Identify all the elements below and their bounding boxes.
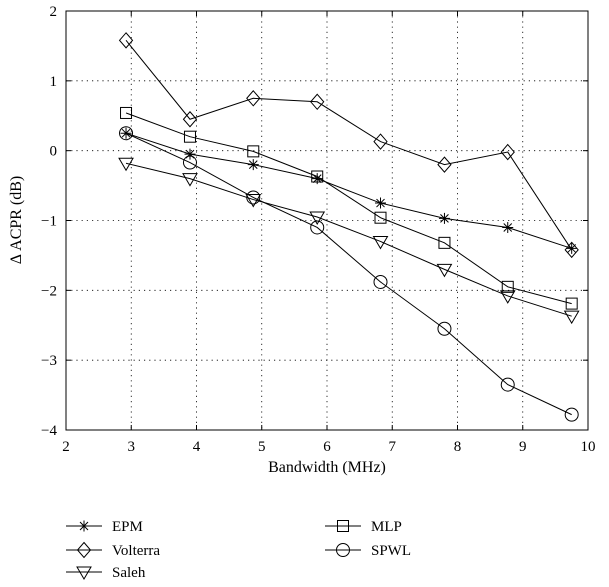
legend-marker-volterra <box>76 541 92 559</box>
legend-label: Volterra <box>112 543 160 559</box>
y-tick-label: 0 <box>50 144 58 160</box>
x-tick-label: 3 <box>128 439 136 455</box>
legend-label: Saleh <box>112 565 146 581</box>
legend-label: EPM <box>112 519 143 535</box>
data-point-saleh <box>182 173 198 187</box>
y-tick-label: −4 <box>41 423 57 439</box>
x-axis-title: Bandwidth (MHz) <box>268 459 386 476</box>
y-axis-title: Δ ACPR (dB) <box>8 176 25 265</box>
data-point-volterra <box>373 133 388 150</box>
data-point-spwl <box>500 377 515 392</box>
data-point-volterra <box>118 32 134 49</box>
data-point-saleh <box>372 235 389 250</box>
data-point-saleh <box>245 194 262 208</box>
legend-item-volterra: Volterra <box>66 541 160 559</box>
series-epm <box>120 127 578 254</box>
series-saleh <box>118 157 580 325</box>
y-tick-label: −2 <box>41 283 57 299</box>
data-point-epm <box>566 242 578 254</box>
data-point-spwl <box>182 155 197 170</box>
data-point-saleh <box>118 157 134 172</box>
x-tick-label: 8 <box>454 439 462 455</box>
series-line-volterra <box>125 40 573 251</box>
data-point-epm <box>502 221 514 233</box>
series-spwl <box>119 126 579 422</box>
data-point-mlp <box>501 280 514 293</box>
data-point-saleh <box>309 211 326 226</box>
axis-ticks: 2 3 4 5 6 7 8 9 10 −4 −3 −2 −1 0 1 2 <box>41 4 595 455</box>
legend-item-mlp: MLP <box>325 519 402 535</box>
data-point-volterra <box>310 93 325 111</box>
data-point-volterra <box>246 90 261 107</box>
data-point-mlp <box>374 211 387 224</box>
x-tick-label: 10 <box>581 439 596 455</box>
data-point-epm <box>247 159 259 171</box>
data-point-saleh <box>436 263 453 278</box>
y-tick-label: 1 <box>50 74 58 90</box>
data-point-epm <box>438 212 450 224</box>
data-point-epm <box>120 127 132 139</box>
series-volterra <box>118 32 579 259</box>
legend-marker-saleh <box>76 566 92 580</box>
legend-marker-mlp <box>337 520 349 532</box>
x-tick-label: 6 <box>323 439 331 455</box>
x-tick-label: 5 <box>258 439 266 455</box>
data-point-mlp <box>311 170 324 183</box>
data-point-epm <box>311 173 323 185</box>
series-mlp <box>120 106 578 310</box>
data-point-volterra <box>182 110 198 128</box>
legend-item-epm: EPM <box>66 519 143 535</box>
series-line-spwl <box>125 132 572 416</box>
data-point-epm <box>184 148 196 160</box>
series-layer <box>118 32 580 422</box>
series-line-mlp <box>125 112 572 305</box>
y-tick-label: 2 <box>50 4 58 20</box>
y-tick-label: −3 <box>41 353 57 369</box>
data-point-volterra <box>500 143 515 161</box>
legend-marker-spwl <box>336 543 350 557</box>
data-point-spwl <box>246 190 261 205</box>
data-point-spwl <box>310 220 325 235</box>
y-tick-label: −1 <box>41 214 57 230</box>
data-point-spwl <box>564 407 579 422</box>
data-point-spwl <box>437 321 452 336</box>
legend-marker-epm <box>78 520 90 532</box>
legend-item-spwl: SPWL <box>325 543 411 559</box>
data-point-epm <box>375 197 387 209</box>
series-line-saleh <box>125 162 572 317</box>
series-line-epm <box>125 132 572 249</box>
legend-label: MLP <box>371 519 402 535</box>
data-point-volterra <box>564 241 579 259</box>
x-tick-label: 4 <box>193 439 201 455</box>
data-point-mlp <box>565 297 578 310</box>
x-tick-label: 2 <box>62 439 70 455</box>
data-point-saleh <box>499 290 516 304</box>
x-tick-label: 7 <box>389 439 397 455</box>
data-point-mlp <box>247 145 260 158</box>
data-point-volterra <box>437 156 452 173</box>
data-point-mlp <box>120 106 133 119</box>
legend: EPM Volterra Saleh MLP SPWL <box>66 519 411 581</box>
data-point-saleh <box>563 310 580 325</box>
data-point-mlp <box>438 236 451 249</box>
data-point-spwl <box>373 274 388 289</box>
legend-item-saleh: Saleh <box>66 565 146 581</box>
x-tick-label: 9 <box>519 439 527 455</box>
legend-label: SPWL <box>371 543 411 559</box>
data-point-spwl <box>119 126 134 141</box>
data-point-mlp <box>183 130 196 143</box>
